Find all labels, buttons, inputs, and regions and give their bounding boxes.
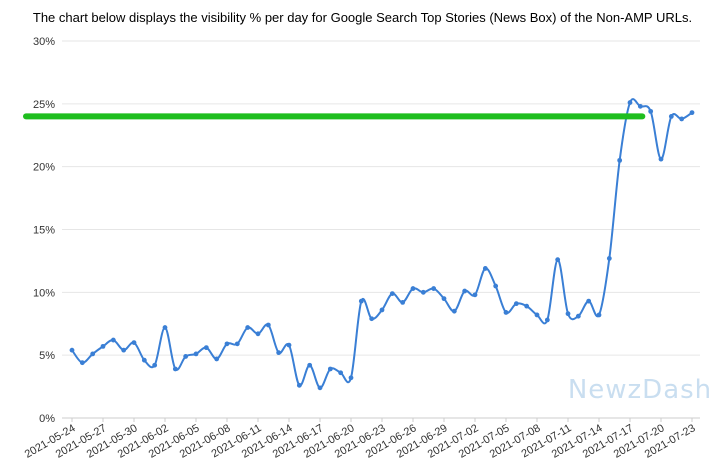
data-point — [327, 366, 333, 372]
data-point — [90, 351, 96, 357]
data-point — [482, 266, 488, 271]
data-point — [348, 375, 354, 381]
data-point — [245, 325, 251, 330]
data-point — [627, 100, 633, 105]
y-tick-label: 5% — [39, 350, 55, 362]
data-point — [431, 286, 437, 291]
data-point — [255, 331, 261, 337]
data-point — [110, 337, 116, 343]
data-point — [586, 298, 592, 304]
data-point — [224, 341, 230, 347]
data-point — [658, 156, 664, 162]
data-point — [100, 343, 106, 349]
data-point — [493, 283, 499, 289]
data-point — [214, 356, 220, 362]
data-point — [69, 347, 75, 353]
data-point — [534, 312, 540, 318]
data-point — [451, 308, 457, 314]
y-axis-labels: 0% 5% 10% 15% 20% 25% 30% — [33, 36, 55, 425]
y-tick-label: 30% — [33, 36, 55, 48]
data-point — [637, 103, 643, 109]
grid-lines — [62, 40, 700, 419]
series-visibility — [69, 98, 695, 391]
data-point — [617, 157, 623, 163]
data-point — [121, 347, 127, 353]
data-point — [172, 366, 178, 372]
data-point — [183, 354, 189, 359]
data-point — [679, 116, 685, 122]
series-line — [71, 98, 693, 389]
data-point — [162, 325, 168, 330]
data-point — [544, 317, 550, 323]
data-point — [420, 289, 426, 295]
data-point — [286, 342, 292, 348]
data-point — [472, 292, 478, 298]
data-point — [689, 110, 695, 116]
data-point — [234, 341, 240, 347]
data-point — [555, 257, 561, 263]
data-point — [410, 286, 416, 291]
data-point — [389, 291, 395, 296]
data-point — [317, 385, 323, 391]
y-tick-label: 25% — [33, 99, 55, 111]
data-point — [358, 298, 364, 304]
data-point — [513, 301, 519, 307]
y-tick-label: 20% — [33, 162, 55, 174]
data-point — [379, 307, 385, 313]
y-tick-label: 0% — [39, 413, 55, 425]
data-point — [338, 370, 344, 376]
data-point — [575, 313, 581, 319]
data-point — [596, 312, 602, 318]
data-point — [193, 351, 199, 357]
data-point — [296, 382, 302, 388]
data-point — [503, 310, 509, 315]
data-point — [369, 316, 375, 322]
data-point — [307, 362, 313, 368]
data-point — [152, 362, 158, 368]
data-point — [79, 360, 85, 366]
data-point — [276, 350, 282, 356]
data-point — [203, 345, 209, 351]
data-point — [462, 288, 468, 294]
newzdash-watermark: NewzDash — [568, 375, 712, 405]
x-axis-labels: 2021-05-242021-05-272021-05-302021-06-02… — [23, 418, 698, 461]
data-point — [565, 311, 571, 317]
data-point — [606, 256, 612, 261]
y-tick-label: 10% — [33, 287, 55, 299]
data-point — [648, 108, 654, 114]
data-point — [668, 114, 674, 119]
data-point — [265, 322, 271, 328]
data-point — [400, 299, 406, 305]
y-tick-label: 15% — [33, 225, 55, 237]
data-point — [441, 296, 447, 302]
data-point — [131, 340, 137, 345]
data-point — [524, 303, 530, 309]
chart-title: The chart below displays the visibility … — [32, 10, 693, 25]
data-point — [141, 357, 147, 363]
